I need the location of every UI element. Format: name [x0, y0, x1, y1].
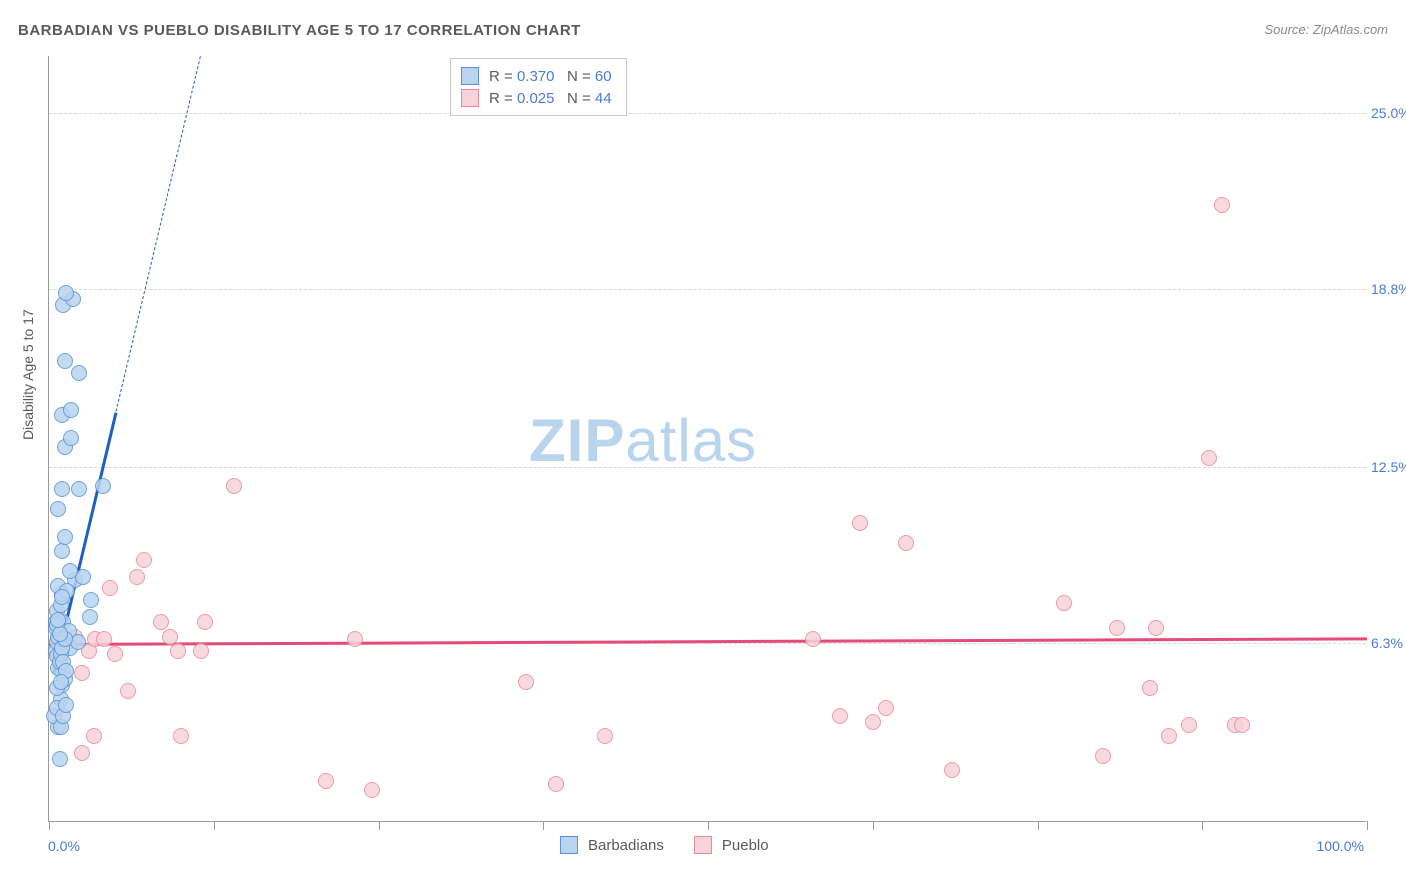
- series-b-point: [153, 614, 169, 630]
- series-a-point: [54, 543, 70, 559]
- x-tick: [214, 821, 215, 830]
- legend-swatch: [560, 836, 578, 854]
- series-b-point: [86, 728, 102, 744]
- watermark-rest: atlas: [625, 407, 757, 474]
- series-b-point: [597, 728, 613, 744]
- series-b-point: [518, 674, 534, 690]
- x-axis-max-label: 100.0%: [1317, 838, 1364, 854]
- series-b-point: [74, 745, 90, 761]
- series-b-point: [1148, 620, 1164, 636]
- plot-area: ZIPatlas 6.3%12.5%18.8%25.0%: [48, 56, 1366, 822]
- series-b-point: [1056, 595, 1072, 611]
- y-axis-title: Disability Age 5 to 17: [20, 309, 36, 440]
- series-a-point: [54, 481, 70, 497]
- gridline: [49, 289, 1366, 290]
- x-tick: [1202, 821, 1203, 830]
- stats-legend-row: R = 0.370 N = 60: [461, 65, 612, 87]
- series-a-point: [58, 697, 74, 713]
- series-b-point: [865, 714, 881, 730]
- y-tick-label: 6.3%: [1371, 635, 1406, 651]
- x-tick: [1367, 821, 1368, 830]
- series-a-point: [50, 501, 66, 517]
- series-b-point: [102, 580, 118, 596]
- series-b-point: [852, 515, 868, 531]
- series-b-point: [1214, 197, 1230, 213]
- trendline: [49, 638, 1367, 647]
- y-tick-label: 12.5%: [1371, 459, 1406, 475]
- x-tick: [708, 821, 709, 830]
- x-tick: [379, 821, 380, 830]
- series-b-point: [136, 552, 152, 568]
- series-b-point: [226, 478, 242, 494]
- x-tick: [543, 821, 544, 830]
- series-b-point: [347, 631, 363, 647]
- series-a-point: [52, 626, 68, 642]
- series-a-point: [62, 563, 78, 579]
- stats-text: R = 0.025 N = 44: [489, 90, 612, 107]
- series-a-point: [71, 365, 87, 381]
- x-tick: [1038, 821, 1039, 830]
- series-a-point: [54, 589, 70, 605]
- series-a-point: [52, 751, 68, 767]
- series-legend: Barbadians Pueblo: [560, 834, 769, 856]
- source-label: Source: ZipAtlas.com: [1264, 22, 1388, 37]
- legend-swatch: [461, 89, 479, 107]
- watermark-bold: ZIP: [529, 407, 625, 474]
- series-b-point: [193, 643, 209, 659]
- series-b-point: [173, 728, 189, 744]
- series-a-point: [57, 353, 73, 369]
- legend-swatch: [694, 836, 712, 854]
- chart-title: BARBADIAN VS PUEBLO DISABILITY AGE 5 TO …: [18, 22, 581, 39]
- series-b-point: [548, 776, 564, 792]
- legend-swatch: [461, 67, 479, 85]
- trendline: [116, 56, 201, 411]
- series-b-point: [364, 782, 380, 798]
- series-b-point: [1201, 450, 1217, 466]
- series-a-point: [95, 478, 111, 494]
- series-b-point: [197, 614, 213, 630]
- series-b-point: [898, 535, 914, 551]
- series-b-point: [129, 569, 145, 585]
- series-a-point: [71, 481, 87, 497]
- watermark: ZIPatlas: [529, 406, 757, 475]
- series-b-point: [1181, 717, 1197, 733]
- series-a-point: [57, 529, 73, 545]
- series-a-point: [50, 612, 66, 628]
- series-b-point: [120, 683, 136, 699]
- series-b-point: [96, 631, 112, 647]
- series-a-point: [83, 592, 99, 608]
- series-b-point: [1095, 748, 1111, 764]
- series-a-point: [63, 430, 79, 446]
- y-tick-label: 25.0%: [1371, 105, 1406, 121]
- x-tick: [49, 821, 50, 830]
- series-b-point: [1234, 717, 1250, 733]
- series-b-point: [1161, 728, 1177, 744]
- series-b-point: [944, 762, 960, 778]
- series-a-point: [82, 609, 98, 625]
- series-b-point: [1109, 620, 1125, 636]
- series-a-point: [53, 674, 69, 690]
- gridline: [49, 467, 1366, 468]
- series-legend-label: Barbadians: [588, 837, 664, 854]
- series-b-point: [74, 665, 90, 681]
- series-a-point: [58, 285, 74, 301]
- series-legend-label: Pueblo: [722, 837, 769, 854]
- series-b-point: [1142, 680, 1158, 696]
- series-b-point: [878, 700, 894, 716]
- series-legend-item: Barbadians: [560, 834, 664, 856]
- stats-legend-row: R = 0.025 N = 44: [461, 87, 612, 109]
- stats-legend: R = 0.370 N = 60 R = 0.025 N = 44: [450, 58, 627, 116]
- y-tick-label: 18.8%: [1371, 281, 1406, 297]
- series-b-point: [318, 773, 334, 789]
- stats-text: R = 0.370 N = 60: [489, 68, 612, 85]
- x-tick: [873, 821, 874, 830]
- series-a-point: [63, 402, 79, 418]
- series-b-point: [832, 708, 848, 724]
- gridline: [49, 113, 1366, 114]
- series-b-point: [805, 631, 821, 647]
- series-b-point: [170, 643, 186, 659]
- series-b-point: [107, 646, 123, 662]
- series-legend-item: Pueblo: [694, 834, 769, 856]
- x-axis-min-label: 0.0%: [48, 838, 80, 854]
